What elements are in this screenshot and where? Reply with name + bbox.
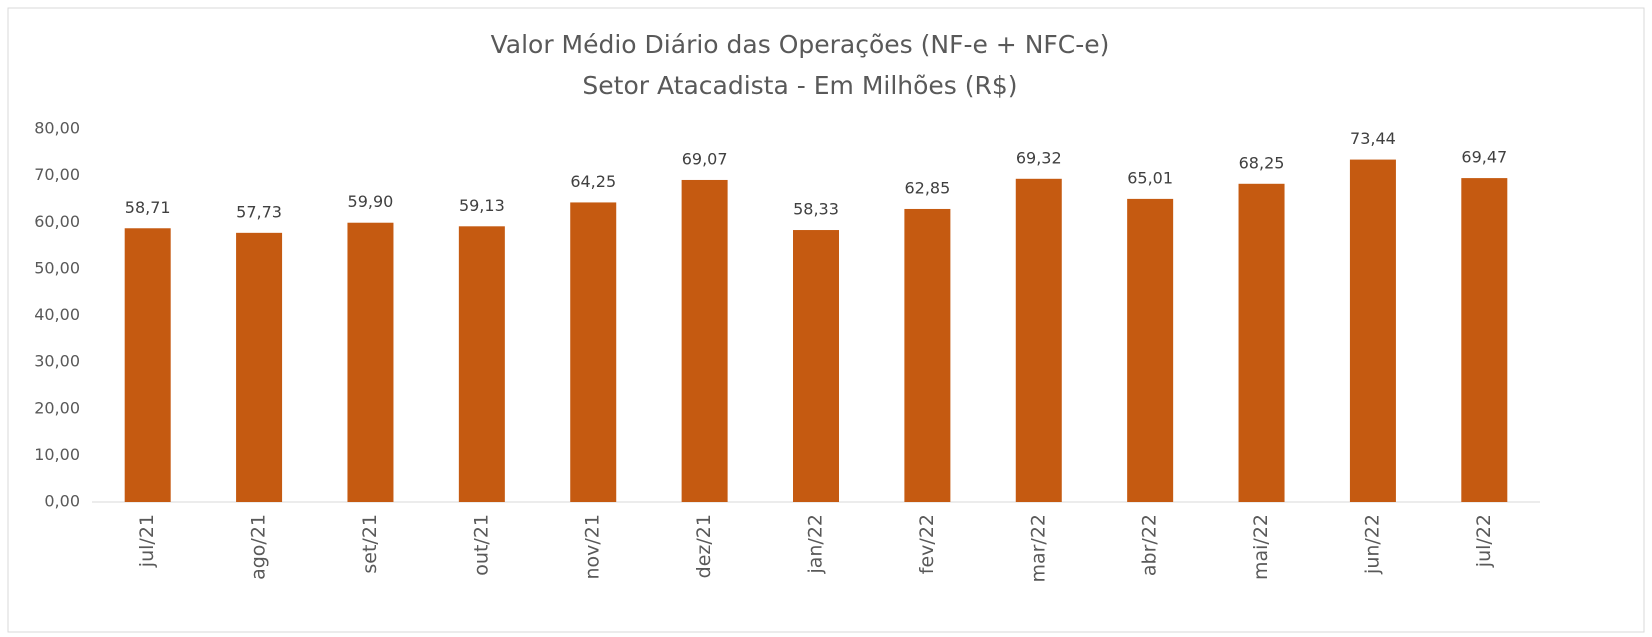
x-tick-label: jul/22 — [1473, 514, 1495, 568]
bar — [793, 230, 839, 502]
data-label: 65,01 — [1127, 168, 1173, 187]
x-tick-label: mar/22 — [1027, 514, 1049, 583]
x-tick-label: mai/22 — [1250, 514, 1272, 580]
bar — [347, 222, 394, 502]
y-tick-label: 40,00 — [34, 305, 80, 324]
y-tick-label: 0,00 — [44, 492, 80, 511]
x-tick-label: jul/21 — [136, 514, 158, 568]
bar — [904, 208, 951, 503]
x-tick-label: abr/22 — [1139, 514, 1161, 576]
x-tick-label: set/21 — [359, 514, 381, 574]
data-label: 69,32 — [1016, 148, 1062, 167]
x-tick-label: jun/22 — [1361, 514, 1383, 575]
data-label: 69,47 — [1461, 148, 1507, 167]
y-tick-label: 70,00 — [34, 165, 80, 184]
data-label: 62,85 — [904, 178, 950, 197]
chart-subtitle: Setor Atacadista - Em Milhões (R$) — [582, 71, 1017, 100]
x-tick-label: out/21 — [470, 514, 492, 576]
y-tick-label: 60,00 — [34, 212, 80, 231]
data-label: 58,71 — [125, 198, 171, 217]
data-label: 59,90 — [348, 192, 394, 211]
bar — [681, 179, 728, 502]
y-tick-label: 20,00 — [34, 398, 80, 417]
bar — [570, 202, 617, 502]
bar — [1238, 183, 1285, 503]
bar — [1461, 178, 1508, 502]
x-tick-label: dez/21 — [693, 514, 715, 578]
data-label: 57,73 — [236, 202, 282, 221]
y-tick-label: 30,00 — [34, 352, 80, 371]
y-tick-label: 80,00 — [34, 119, 80, 138]
x-tick-label: jan/22 — [805, 514, 827, 575]
bar — [1015, 178, 1062, 502]
bar — [1349, 159, 1396, 502]
data-label: 73,44 — [1350, 129, 1396, 148]
bar — [124, 228, 171, 502]
x-tick-label: ago/21 — [248, 514, 270, 580]
data-label: 59,13 — [459, 196, 505, 215]
chart-title: Valor Médio Diário das Operações (NF-e +… — [491, 30, 1110, 59]
y-tick-label: 10,00 — [34, 445, 80, 464]
data-label: 58,33 — [793, 200, 839, 219]
data-label: 68,25 — [1239, 153, 1285, 172]
bar — [458, 226, 505, 502]
bar — [236, 232, 283, 503]
x-tick-label: nov/21 — [582, 514, 604, 580]
x-tick-label: fev/22 — [916, 514, 938, 574]
data-label: 64,25 — [570, 172, 616, 191]
y-tick-label: 50,00 — [34, 258, 80, 277]
data-label: 69,07 — [682, 149, 728, 168]
bar — [1127, 198, 1174, 502]
